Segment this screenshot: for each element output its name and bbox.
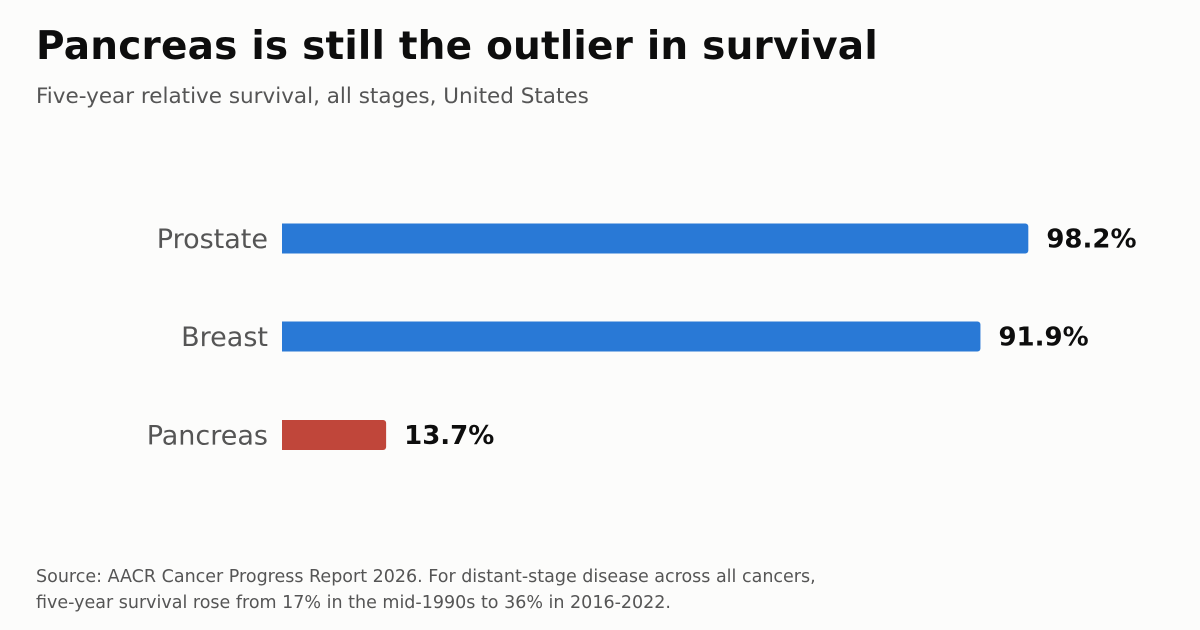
source-line-2: five-year survival rose from 17% in the … [36, 593, 671, 613]
value-label-prostate: 98.2% [1046, 225, 1136, 255]
chart-title: Pancreas is still the outlier in surviva… [36, 24, 878, 69]
chart-subtitle: Five-year relative survival, all stages,… [36, 84, 589, 109]
value-label-pancreas: 13.7% [404, 421, 494, 451]
bar-base-prostate [282, 223, 286, 254]
category-label-prostate: Prostate [157, 224, 268, 255]
source-note: Source: AACR Cancer Progress Report 2026… [36, 564, 1166, 616]
category-label-pancreas: Pancreas [147, 421, 268, 452]
source-line-1: Source: AACR Cancer Progress Report 2026… [36, 567, 816, 587]
bar-pancreas [282, 420, 387, 450]
bar-prostate [282, 223, 1029, 254]
bar-breast [282, 321, 981, 352]
category-label-breast: Breast [181, 322, 268, 353]
value-label-breast: 91.9% [998, 323, 1088, 353]
bar-base-breast [282, 321, 286, 352]
bar-base-pancreas [282, 420, 286, 450]
